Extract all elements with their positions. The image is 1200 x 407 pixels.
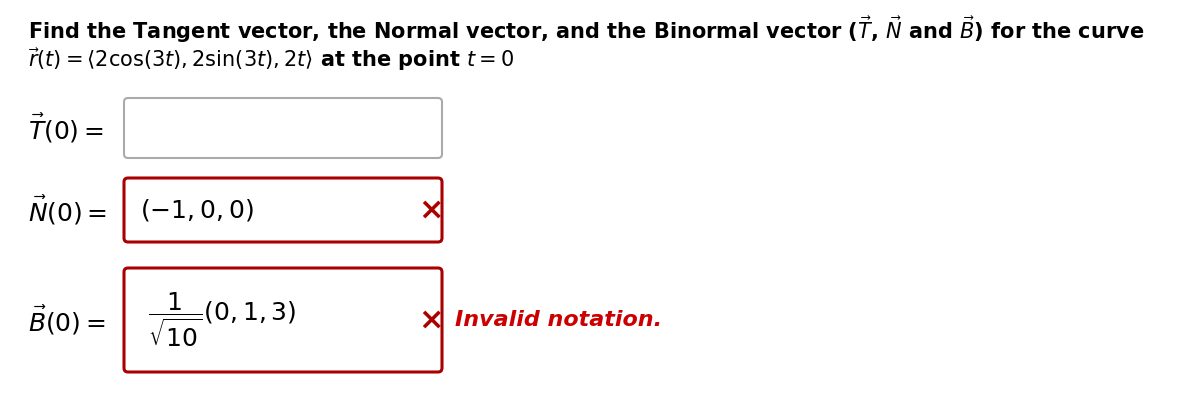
Text: $\mathbf{\times}$: $\mathbf{\times}$ <box>418 306 442 335</box>
Text: $\vec{T}(0) =$: $\vec{T}(0) =$ <box>28 112 104 144</box>
Text: $\vec{N}(0) =$: $\vec{N}(0) =$ <box>28 193 107 227</box>
Text: $\vec{B}(0) =$: $\vec{B}(0) =$ <box>28 304 106 337</box>
Text: Find the Tangent vector, the Normal vector, and the Binormal vector ($\vec{T}$, : Find the Tangent vector, the Normal vect… <box>28 14 1144 45</box>
FancyBboxPatch shape <box>124 268 442 372</box>
Text: Invalid notation.: Invalid notation. <box>455 310 662 330</box>
Text: $\mathbf{\times}$: $\mathbf{\times}$ <box>418 195 442 225</box>
FancyBboxPatch shape <box>124 178 442 242</box>
Text: $\dfrac{1}{\sqrt{10}}(0,1,3)$: $\dfrac{1}{\sqrt{10}}(0,1,3)$ <box>148 291 296 349</box>
FancyBboxPatch shape <box>124 98 442 158</box>
Text: $(-1,0,0)$: $(-1,0,0)$ <box>140 197 253 223</box>
Text: $\vec{r}(t) = \langle 2\cos(3t), 2\sin(3t), 2t\rangle$ at the point $t = 0$: $\vec{r}(t) = \langle 2\cos(3t), 2\sin(3… <box>28 46 514 73</box>
